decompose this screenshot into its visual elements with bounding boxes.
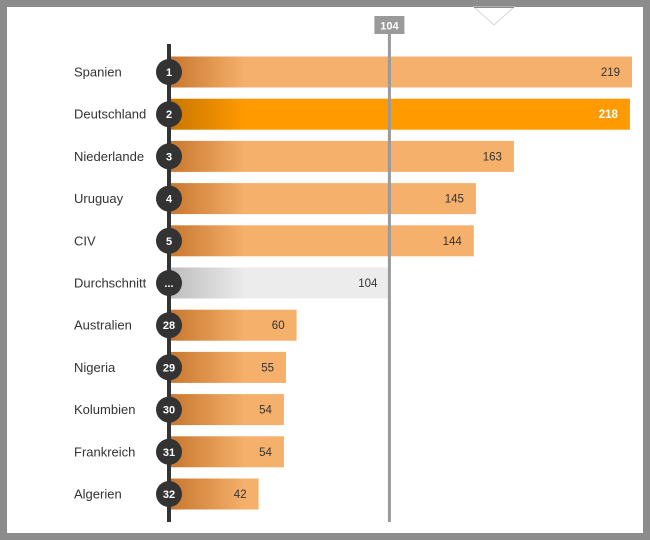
value-label: 144 bbox=[443, 236, 463, 248]
rank-label: 29 bbox=[163, 362, 175, 374]
category-label: Durchschnitt bbox=[74, 276, 147, 291]
reference-line-group: 104 bbox=[374, 16, 405, 522]
rank-label: 5 bbox=[166, 236, 172, 248]
category-label: Niederlande bbox=[74, 149, 144, 164]
rank-badge bbox=[156, 354, 182, 381]
rank-badge bbox=[156, 438, 182, 465]
rank-label: 31 bbox=[163, 447, 175, 459]
value-label: 55 bbox=[261, 362, 274, 374]
rank-badge bbox=[156, 143, 182, 170]
rank-label: 2 bbox=[166, 109, 172, 121]
rank-label: 1 bbox=[166, 67, 172, 79]
category-label: Uruguay bbox=[74, 191, 124, 206]
rank-badge bbox=[156, 481, 182, 507]
rank-label: 28 bbox=[163, 320, 175, 332]
labels-group: 219Spanien218Deutschland163Niederlande14… bbox=[74, 65, 620, 502]
bar-nigeria bbox=[170, 351, 286, 383]
bars-group bbox=[170, 56, 632, 510]
reference-tag bbox=[374, 16, 405, 34]
value-label: 218 bbox=[599, 109, 619, 121]
reference-tag-label: 104 bbox=[380, 21, 399, 33]
rank-badge bbox=[156, 312, 182, 339]
rank-badge bbox=[156, 227, 182, 254]
bar-algerien bbox=[170, 478, 259, 510]
category-label: CIV bbox=[74, 233, 96, 248]
value-label: 104 bbox=[358, 278, 378, 290]
value-label: 54 bbox=[259, 405, 272, 417]
rank-label: ... bbox=[164, 278, 173, 290]
rank-badge bbox=[156, 270, 182, 296]
category-label: Kolumbien bbox=[74, 402, 135, 417]
value-label: 54 bbox=[259, 447, 272, 459]
rank-label: 3 bbox=[166, 151, 172, 163]
bar-civ bbox=[170, 225, 474, 257]
value-label: 163 bbox=[483, 151, 502, 163]
value-label: 60 bbox=[272, 320, 285, 332]
rank-badge bbox=[156, 185, 182, 212]
category-label: Algerien bbox=[74, 487, 122, 502]
rank-badge bbox=[156, 396, 182, 423]
category-label: Deutschland bbox=[74, 107, 146, 122]
rank-badge bbox=[156, 59, 182, 85]
rank-badge bbox=[156, 101, 182, 128]
bar-uruguay bbox=[170, 183, 476, 215]
value-label: 219 bbox=[601, 67, 620, 79]
value-label: 145 bbox=[445, 194, 464, 206]
bar-niederlande bbox=[170, 140, 514, 172]
pointer-notch bbox=[472, 6, 516, 26]
bar-frankreich bbox=[170, 436, 284, 468]
bar-deutschland bbox=[170, 98, 630, 130]
rank-label: 4 bbox=[166, 194, 173, 206]
rank-label: 32 bbox=[163, 489, 175, 501]
bar-kolumbien bbox=[170, 394, 284, 426]
rank-badges-group: 1 2 3 4 5... 28 29 30 31 32 bbox=[156, 59, 182, 507]
category-label: Australien bbox=[74, 318, 132, 333]
bar-australien bbox=[170, 309, 297, 341]
category-label: Nigeria bbox=[74, 360, 116, 375]
category-label: Spanien bbox=[74, 65, 122, 80]
bar-durchschnitt bbox=[170, 267, 390, 299]
value-label: 42 bbox=[234, 489, 247, 501]
bar-spanien bbox=[170, 56, 632, 88]
category-label: Frankreich bbox=[74, 444, 135, 459]
rank-label: 30 bbox=[163, 405, 175, 417]
